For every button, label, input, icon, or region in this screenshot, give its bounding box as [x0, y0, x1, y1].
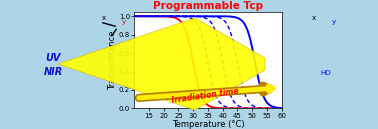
Text: x: x: [312, 15, 316, 21]
Text: UV: UV: [45, 53, 61, 63]
Title: Programmable Tcp: Programmable Tcp: [153, 1, 263, 11]
Text: Irradiation time: Irradiation time: [171, 86, 239, 105]
Text: y: y: [122, 19, 126, 25]
Text: HO: HO: [320, 70, 331, 76]
X-axis label: Temperature (°C): Temperature (°C): [172, 120, 244, 129]
Text: NIR: NIR: [43, 67, 63, 77]
Text: y: y: [332, 19, 336, 25]
Text: x: x: [102, 15, 106, 21]
Y-axis label: Transmittance: Transmittance: [108, 30, 118, 90]
Polygon shape: [58, 18, 265, 110]
